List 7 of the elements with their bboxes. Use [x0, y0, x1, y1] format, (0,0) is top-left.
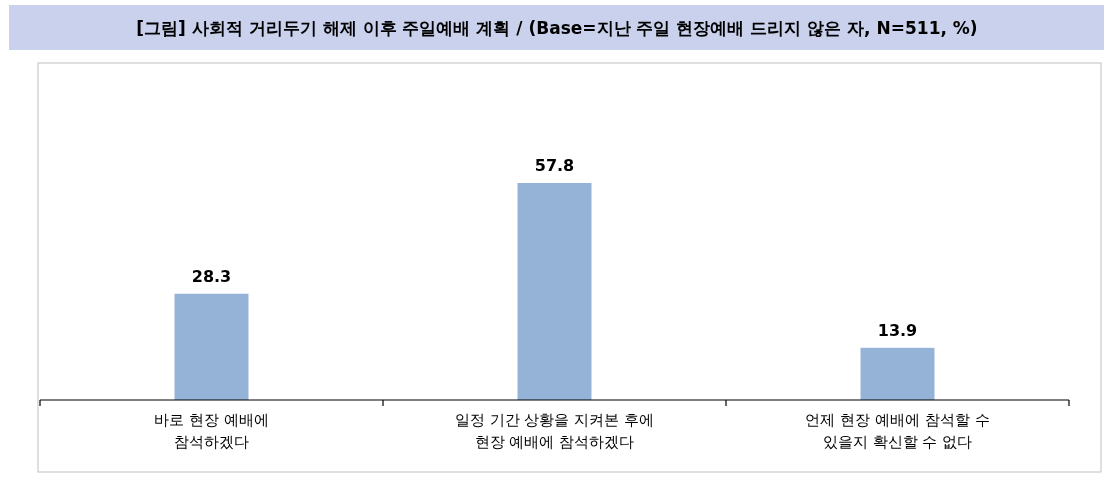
data-label: 57.8 [534, 156, 575, 175]
x-tick-label: 언제 현장 예배에 참석할 수 있을지 확신할 수 없다 [805, 411, 990, 451]
x-tick-label: 바로 현장 예배에 참석하겠다 [154, 411, 269, 451]
chart-title: [그림] 사회적 거리두기 해제 이후 주일예배 계획 / (Base=지난 주일 현장예배 드리지 않은 자, N=511, %) [136, 18, 978, 38]
x-tick-label: 일정 기간 상황을 지켜본 후에 현장 예배에 참석하겠다 [454, 411, 655, 451]
data-label: 28.3 [191, 266, 232, 286]
data-label: 13.9 [877, 320, 918, 340]
